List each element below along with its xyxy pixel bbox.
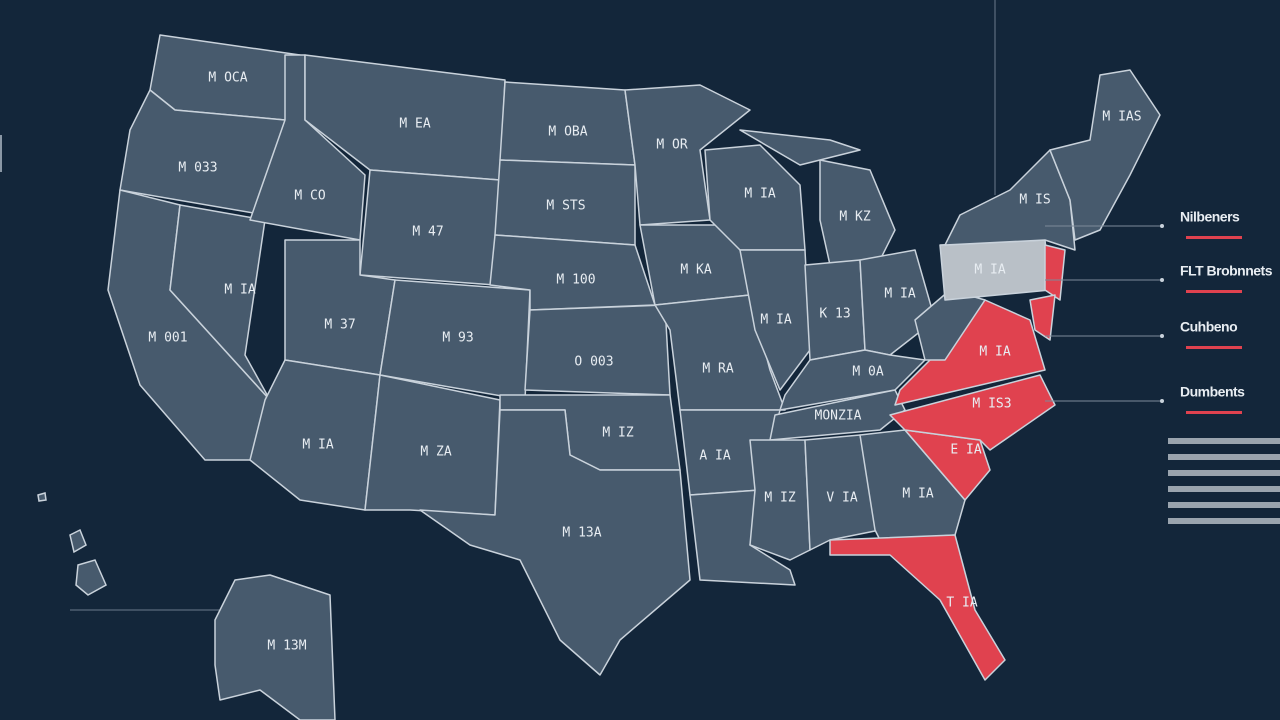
state-label: M IAS [1102, 110, 1141, 125]
state [499, 81, 636, 166]
state [419, 409, 691, 676]
state-label: V IA [826, 491, 857, 506]
state-label: M OR [656, 138, 687, 153]
state-label: M IS3 [972, 397, 1011, 412]
stripe [1168, 454, 1280, 460]
legend-dot [1160, 224, 1164, 228]
state [779, 349, 926, 411]
state [624, 84, 751, 226]
legend: Nilbeners FLT Brobnnets Cuhbeno Dumbents [1045, 209, 1273, 414]
state [1044, 244, 1066, 301]
legend-label: Nilbeners [1180, 209, 1240, 225]
state-label: M KA [680, 263, 711, 278]
legend-swatch [1186, 411, 1242, 414]
state-label: M IA [224, 283, 255, 298]
state-label: M IA [974, 263, 1005, 278]
stripe [1168, 438, 1280, 444]
state-label: M IA [979, 345, 1010, 360]
state-label: M 033 [178, 161, 217, 176]
state [524, 304, 671, 396]
state-label: M 37 [324, 318, 355, 333]
state-label: M 47 [412, 225, 443, 240]
state [214, 574, 336, 720]
state [769, 389, 906, 441]
state-label: M IZ [602, 426, 633, 441]
legend-swatch [1186, 290, 1242, 293]
state-label: M OCA [208, 71, 247, 86]
state-label: M IA [744, 187, 775, 202]
state-label: M KZ [839, 210, 870, 225]
state-label: A IA [699, 449, 730, 464]
state-label: M OBA [548, 125, 587, 140]
stripe [1168, 470, 1280, 476]
state-label: E IA [950, 443, 981, 458]
state [739, 249, 811, 391]
state [1029, 294, 1056, 341]
stripe [1168, 486, 1280, 492]
state [1049, 69, 1161, 241]
legend-label: Dumbents [1180, 384, 1245, 400]
state-label: O 003 [574, 355, 613, 370]
legend-label: Cuhbeno [1180, 319, 1237, 335]
state-label: M 100 [556, 273, 595, 288]
legend-dot [1160, 334, 1164, 338]
stripe [1168, 518, 1280, 524]
state [859, 249, 936, 356]
state [804, 434, 881, 551]
island [69, 528, 87, 554]
state-label: M STS [546, 199, 585, 214]
state-label: M 0A [852, 365, 883, 380]
state-label: T IA [946, 596, 977, 611]
state-labels: M OCA M 033 M 001 M IA M CO M EA M 47 M 37 M IA M… [148, 71, 1141, 654]
state-label: M 13A [562, 526, 601, 541]
state-label: M CO [294, 189, 325, 204]
states [37, 34, 1161, 720]
state-label: M 13M [267, 639, 306, 654]
legend-swatch [1186, 346, 1242, 349]
state [889, 374, 1056, 451]
state [829, 534, 1006, 681]
legend-dot [1160, 278, 1164, 282]
state-label: M IA [884, 287, 915, 302]
stripe [1168, 502, 1280, 508]
state [739, 129, 861, 166]
state-label: M IA [302, 438, 333, 453]
island [37, 492, 47, 502]
state-label: M IA [760, 313, 791, 328]
legend-swatch [1186, 236, 1242, 239]
state-label: K 13 [819, 307, 850, 322]
state-label: M IZ [764, 491, 795, 506]
state-label: M IA [902, 487, 933, 502]
state-label: M 93 [442, 331, 473, 346]
state-label: MONZIA [815, 409, 862, 424]
island [75, 559, 107, 596]
state-label: M ZA [420, 445, 451, 460]
legend-dot [1160, 399, 1164, 403]
state-label: M IS [1019, 193, 1050, 208]
state-label: M RA [702, 362, 733, 377]
state-label: M 001 [148, 331, 187, 346]
state-label: M EA [399, 117, 430, 132]
stripes [1168, 438, 1280, 524]
legend-label: FLT Brobnnets [1180, 263, 1273, 279]
